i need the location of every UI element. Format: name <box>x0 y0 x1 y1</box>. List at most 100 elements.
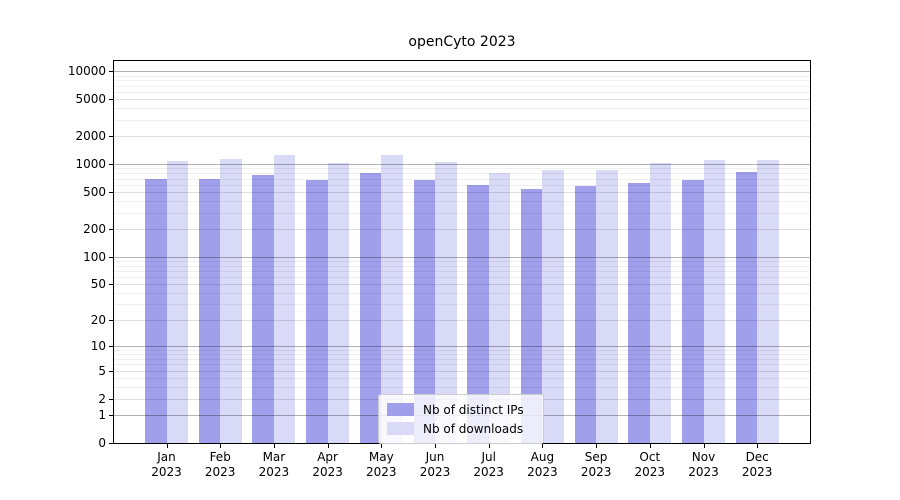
gridline <box>114 387 810 388</box>
y-tick <box>109 399 113 400</box>
legend-swatch <box>387 403 414 416</box>
x-tick-label-year: 2023 <box>419 465 451 479</box>
gridline <box>114 120 810 121</box>
y-tick <box>109 257 113 258</box>
y-tick-label: 1 <box>98 408 106 423</box>
x-tick-label-year: 2023 <box>527 465 558 479</box>
y-tick-label: 1000 <box>75 157 106 172</box>
y-tick <box>109 192 113 193</box>
bar-downloads <box>327 163 350 443</box>
x-tick-label: Mar 2023 <box>242 450 306 480</box>
y-tick <box>109 443 113 444</box>
x-tick-label-year: 2023 <box>204 465 236 479</box>
y-tick <box>109 415 113 416</box>
x-tick-label-month: Jan <box>157 450 176 464</box>
x-tick <box>381 444 382 448</box>
x-tick-label-month: Apr <box>317 450 338 464</box>
bar-distinct-ips <box>520 188 543 443</box>
bar-distinct-ips <box>682 180 704 443</box>
legend-label: Nb of distinct IPs <box>423 402 524 417</box>
gridline <box>114 86 810 87</box>
x-tick <box>328 444 329 448</box>
y-tick-label: 2 <box>98 391 106 406</box>
x-tick-label: Sep 2023 <box>564 450 628 480</box>
x-tick-label-year: 2023 <box>580 465 612 479</box>
gridline <box>114 164 810 165</box>
gridline <box>114 354 810 355</box>
gridline <box>114 168 810 169</box>
x-tick-label: Nov 2023 <box>672 450 736 480</box>
x-tick-label-year: 2023 <box>366 465 397 479</box>
y-tick-label: 10000 <box>67 64 106 79</box>
y-tick <box>109 99 113 100</box>
gridline <box>114 185 810 186</box>
gridline <box>114 284 810 285</box>
gridline <box>114 179 810 180</box>
gridline <box>114 71 810 72</box>
bar-distinct-ips <box>306 179 328 443</box>
y-tick <box>109 136 113 137</box>
gridline <box>114 266 810 267</box>
gridline <box>114 359 810 360</box>
gridline <box>114 293 810 294</box>
y-tick-label: 500 <box>83 185 106 200</box>
gridline <box>114 364 810 365</box>
bar-distinct-ips <box>359 172 382 443</box>
x-tick-label-month: Nov <box>691 450 716 464</box>
x-tick-label-month: May <box>368 450 394 464</box>
gridline <box>114 371 810 372</box>
bar-distinct-ips <box>252 174 274 443</box>
gridline <box>114 192 810 193</box>
x-tick-label-month: Mar <box>262 450 286 464</box>
bar-distinct-ips <box>574 186 597 443</box>
y-tick-label: 2000 <box>75 129 106 144</box>
bar-downloads <box>649 162 672 443</box>
bar-distinct-ips <box>628 183 650 443</box>
bar-distinct-ips <box>467 185 489 443</box>
x-tick-label: Oct 2023 <box>618 450 682 480</box>
x-tick <box>542 444 543 448</box>
y-tick-label: 200 <box>83 221 106 236</box>
x-tick-label-year: 2023 <box>473 465 504 479</box>
gridline <box>114 76 810 77</box>
y-tick <box>109 346 113 347</box>
x-tick <box>650 444 651 448</box>
gridline <box>114 173 810 174</box>
gridline <box>114 346 810 347</box>
gridline <box>114 229 810 230</box>
y-tick <box>109 371 113 372</box>
y-tick-label: 10 <box>90 339 106 354</box>
gridline <box>114 92 810 93</box>
bar-downloads <box>703 159 725 443</box>
gridline <box>114 320 810 321</box>
x-tick <box>489 444 490 448</box>
y-tick-label: 50 <box>90 277 106 292</box>
y-tick <box>109 320 113 321</box>
x-tick-label: Jul 2023 <box>457 450 521 480</box>
y-tick <box>109 229 113 230</box>
bar-downloads <box>435 161 457 443</box>
bar-downloads <box>381 155 403 443</box>
gridline <box>114 304 810 305</box>
legend: Nb of distinct IPs Nb of downloads <box>378 394 544 444</box>
x-tick-label: Jan 2023 <box>135 450 199 480</box>
x-tick-label-year: 2023 <box>741 465 773 479</box>
y-tick-label: 5 <box>98 363 106 378</box>
x-tick <box>167 444 168 448</box>
x-tick-label-month: Jun <box>425 450 445 464</box>
gridline <box>114 350 810 351</box>
gridline <box>114 378 810 379</box>
x-tick-label-month: Sep <box>584 450 608 464</box>
y-tick <box>109 284 113 285</box>
gridline <box>114 257 810 258</box>
gridline <box>114 201 810 202</box>
bar-distinct-ips <box>413 180 435 443</box>
gridline <box>114 271 810 272</box>
legend-item: Nb of downloads <box>387 419 535 438</box>
x-tick-label-month: Oct <box>639 450 661 464</box>
x-tick-label-year: 2023 <box>258 465 290 479</box>
x-tick-label-year: 2023 <box>312 465 343 479</box>
x-tick-label-year: 2023 <box>634 465 666 479</box>
bar-downloads <box>757 159 779 443</box>
